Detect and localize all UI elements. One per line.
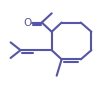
Text: O: O — [23, 18, 32, 28]
